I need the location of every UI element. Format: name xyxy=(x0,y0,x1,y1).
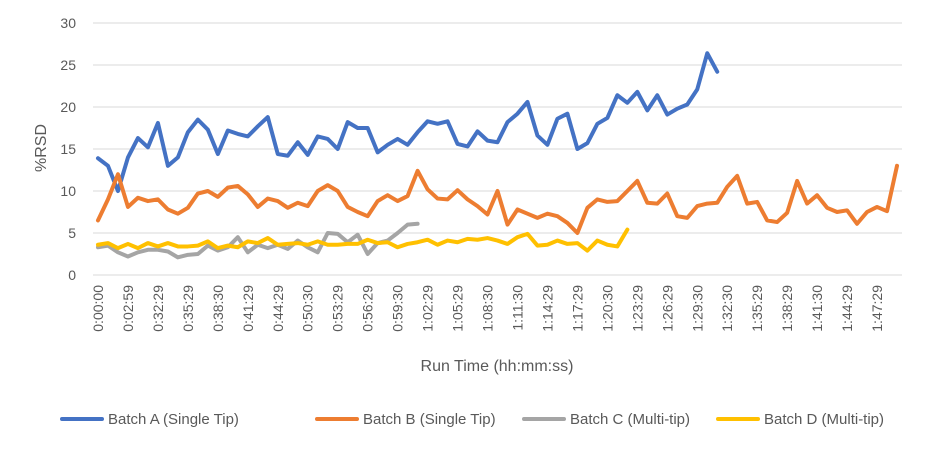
x-tick-label: 1:44:29 xyxy=(839,285,855,332)
x-tick-label: 1:08:30 xyxy=(480,285,496,332)
legend-label: Batch C (Multi-tip) xyxy=(570,411,690,428)
y-tick-label: 25 xyxy=(60,57,76,73)
x-tick-label: 1:20:30 xyxy=(599,285,615,332)
x-tick-label: 0:02:59 xyxy=(120,285,136,332)
x-tick-label: 1:29:30 xyxy=(689,285,705,332)
y-axis-tick-labels: 0 5 10 15 20 25 30 xyxy=(60,15,76,283)
series-line-2 xyxy=(95,163,900,235)
x-tick-label: 0:53:29 xyxy=(330,285,346,332)
series-line-4 xyxy=(95,227,630,253)
x-tick-label: 1:35:29 xyxy=(749,285,765,332)
x-tick-label: 1:17:29 xyxy=(569,285,585,332)
y-tick-label: 5 xyxy=(68,225,76,241)
x-tick-label: 0:00:00 xyxy=(90,285,106,332)
y-tick-label: 10 xyxy=(60,183,76,199)
legend: Batch A (Single Tip) Batch B (Single Tip)… xyxy=(60,411,884,428)
x-tick-label: 0:56:29 xyxy=(360,285,376,332)
x-tick-label: 1:02:29 xyxy=(420,285,436,332)
x-tick-label: 0:32:29 xyxy=(150,285,166,332)
legend-label: Batch B (Single Tip) xyxy=(363,411,496,428)
y-tick-label: 0 xyxy=(68,267,76,283)
x-tick-label: 0:38:30 xyxy=(210,285,226,332)
y-tick-label: 30 xyxy=(60,15,76,31)
x-tick-label: 1:23:29 xyxy=(629,285,645,332)
x-tick-label: 1:11:30 xyxy=(509,285,525,331)
x-tick-label: 1:41:30 xyxy=(809,285,825,332)
x-tick-label: 1:26:29 xyxy=(659,285,675,332)
x-tick-label: 1:14:29 xyxy=(539,285,555,332)
x-tick-label: 0:59:30 xyxy=(390,285,406,332)
y-tick-label: 20 xyxy=(60,99,76,115)
x-axis-tick-labels: 0:00:00 0:02:59 0:32:29 0:35:29 0:38:30 0:41:… xyxy=(90,285,885,332)
x-tick-label: 1:32:30 xyxy=(719,285,735,332)
x-tick-label: 1:47:29 xyxy=(869,285,885,332)
x-tick-label: 0:35:29 xyxy=(180,285,196,332)
legend-label: Batch A (Single Tip) xyxy=(108,411,239,428)
series-lines xyxy=(95,51,900,260)
series-line-1 xyxy=(95,51,720,193)
x-tick-label: 0:41:29 xyxy=(240,285,256,332)
x-tick-label: 1:38:29 xyxy=(779,285,795,332)
x-tick-label: 0:50:30 xyxy=(300,285,316,332)
legend-label: Batch D (Multi-tip) xyxy=(764,411,884,428)
y-tick-label: 15 xyxy=(60,141,76,157)
y-axis-title: %RSD xyxy=(33,124,50,172)
x-tick-label: 1:05:29 xyxy=(450,285,466,332)
x-tick-label: 0:44:29 xyxy=(270,285,286,332)
x-axis-title: Run Time (hh:mm:ss) xyxy=(421,358,574,375)
